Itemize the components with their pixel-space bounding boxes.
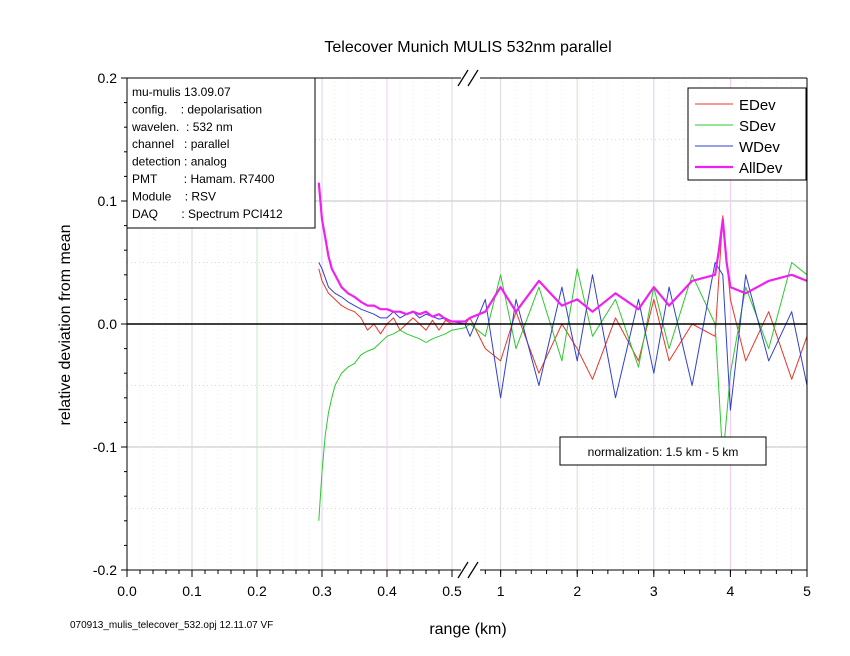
chart-title: Telecover Munich MULIS 532nm parallel: [324, 39, 611, 56]
y-axis-label: relative deviation from mean: [57, 225, 74, 426]
x-tick-label: 4: [727, 583, 735, 599]
annotation-text: normalization: 1.5 km - 5 km: [588, 445, 739, 459]
x-axis-label: range (km): [429, 621, 506, 638]
y-tick-label: -0.1: [93, 439, 117, 455]
x-tick-label: 0.3: [312, 583, 332, 599]
y-tick-label: 0.0: [98, 316, 118, 332]
x-tick-label: 0.0: [117, 583, 137, 599]
legend-label-sdev: SDev: [739, 118, 776, 135]
legend-frame: [687, 87, 807, 181]
x-tick-label: 3: [650, 583, 658, 599]
x-tick-label: 2: [573, 583, 581, 599]
legend-label-edev: EDev: [739, 97, 776, 114]
axis-break-mark: [457, 561, 469, 579]
info-box-line: channel : parallel: [132, 137, 229, 151]
normalization-annotation: normalization: 1.5 km - 5 km: [559, 436, 767, 466]
legend-label-alldev: AllDev: [739, 160, 783, 177]
info-box-line: PMT : Hamam. R7400: [132, 172, 275, 186]
info-box-line: config. : depolarisation: [132, 102, 262, 116]
x-tick-label: 0.2: [247, 583, 267, 599]
legend-label-wdev: WDev: [739, 139, 780, 156]
axis-break-mark: [467, 69, 479, 87]
info-box-line: mu-mulis 13.09.07: [132, 85, 231, 99]
y-tick-label: 0.2: [98, 70, 118, 86]
annotation-box: [559, 436, 767, 466]
legend: EDev SDev WDev AllDev: [687, 87, 807, 181]
info-box-line: wavelen. : 532 nm: [131, 120, 233, 134]
info-box-line: DAQ : Spectrum PCI412: [132, 207, 283, 221]
info-box-frame: [126, 77, 316, 229]
y-tick-label: -0.2: [93, 562, 117, 578]
info-box: mu-mulis 13.09.07 config. : depolarisatio…: [126, 77, 316, 229]
info-box-line: detection : analog: [132, 155, 227, 169]
x-tick-label: 0.1: [182, 583, 202, 599]
footer-text: 070913_mulis_telecover_532.opj 12.11.07 …: [70, 620, 273, 631]
series-line-sdev: [318, 262, 808, 521]
x-tick-label: 0.5: [442, 583, 462, 599]
info-box-line: Module : RSV: [132, 189, 216, 203]
axis-break-mark: [457, 69, 469, 87]
series-line-alldev: [317, 182, 808, 323]
x-tick-label: 1: [497, 583, 505, 599]
y-tick-label: 0.1: [98, 193, 118, 209]
x-tick-label: 0.4: [377, 583, 397, 599]
axis-break-mark: [467, 561, 479, 579]
x-tick-label: 5: [803, 583, 811, 599]
